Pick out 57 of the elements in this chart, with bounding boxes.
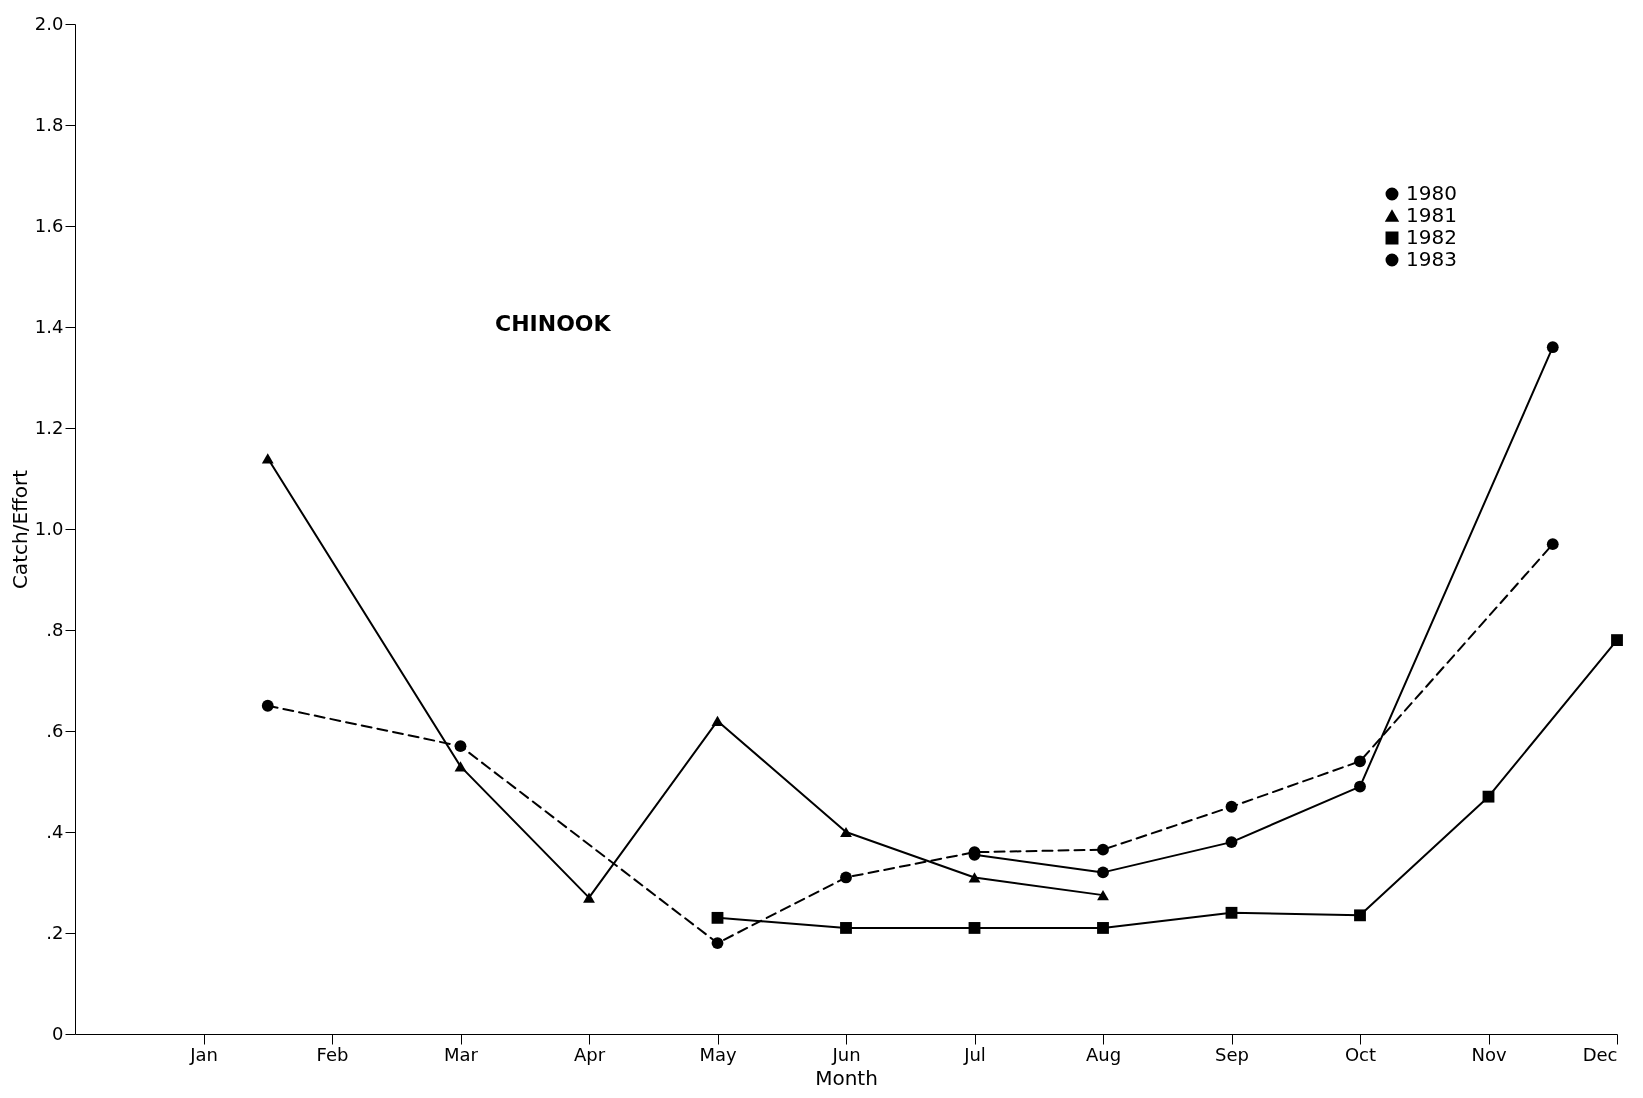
point: [1354, 755, 1366, 768]
point: [1225, 906, 1238, 919]
point: [1546, 341, 1559, 354]
point: [261, 453, 274, 464]
x-tick-label: Sep: [1215, 1043, 1249, 1065]
point: [1225, 800, 1238, 813]
y-axis-title: Catch/Effort: [7, 469, 32, 590]
point: [711, 937, 724, 949]
x-tick-label: Apr: [573, 1043, 606, 1065]
point: [711, 715, 724, 727]
point: [1546, 538, 1559, 551]
point: [711, 911, 724, 924]
y-tick-label: .6: [46, 719, 64, 741]
point: [261, 699, 274, 712]
point: [1225, 836, 1238, 848]
x-tick-label: May: [699, 1043, 737, 1065]
point: [1482, 790, 1495, 803]
point: [840, 826, 852, 838]
y-tick-label: .4: [46, 820, 64, 842]
point: [1097, 922, 1109, 934]
point: [1097, 890, 1109, 901]
y-tick-label: 1.0: [34, 517, 64, 539]
x-tick-label: Aug: [1085, 1043, 1122, 1065]
point: [968, 872, 981, 883]
point: [968, 922, 981, 934]
x-tick-label: Jan: [189, 1043, 218, 1065]
y-tick-label: 1.4: [34, 315, 64, 337]
point: [840, 871, 852, 884]
point: [1354, 909, 1366, 922]
legend-label: 1982: [1406, 225, 1457, 249]
y-tick-label: 0: [52, 1022, 64, 1044]
y-tick-label: 1.6: [34, 214, 64, 236]
legend-label: 1981: [1406, 203, 1457, 227]
legend-label: 1983: [1406, 247, 1457, 271]
point: [1354, 780, 1366, 793]
point: [840, 922, 852, 934]
x-tick-label: Dec: [1582, 1043, 1618, 1065]
y-tick-label: 2.0: [34, 12, 64, 34]
x-tick-label: Mar: [444, 1043, 479, 1065]
point: [1097, 843, 1109, 856]
x-axis-title: Month: [815, 1065, 878, 1090]
point: [1097, 866, 1109, 879]
x-tick-label: Oct: [1344, 1043, 1377, 1065]
legend-label: 1980: [1406, 181, 1457, 205]
annotation: CHINOOK: [495, 311, 612, 336]
y-tick-label: 1.2: [34, 416, 64, 438]
point: [1611, 634, 1623, 647]
x-tick-label: Jul: [963, 1043, 986, 1065]
y-tick-label: 1.8: [34, 113, 64, 135]
point: [583, 892, 595, 903]
point: [454, 761, 467, 772]
x-tick-label: Feb: [316, 1043, 349, 1065]
y-tick-label: .2: [46, 921, 64, 943]
x-tick-label: Jun: [831, 1043, 861, 1065]
point: [454, 740, 467, 753]
y-tick-label: .8: [46, 618, 64, 640]
x-tick-label: Nov: [1471, 1043, 1507, 1065]
